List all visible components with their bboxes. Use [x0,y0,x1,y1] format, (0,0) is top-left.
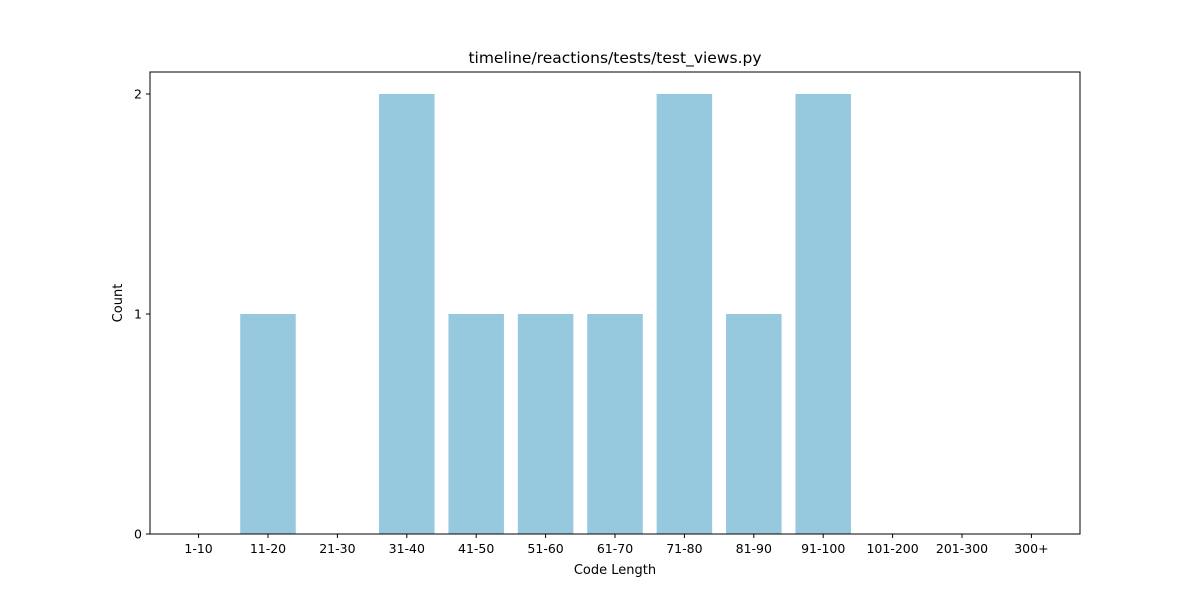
bar-91-100 [795,94,851,534]
x-tick-label: 41-50 [458,541,494,556]
x-tick-label: 300+ [1014,541,1048,556]
bar-11-20 [240,314,296,534]
x-tick-label: 91-100 [801,541,845,556]
x-axis-label: Code Length [574,563,656,578]
bar-81-90 [726,314,782,534]
y-axis-label: Count [111,284,126,323]
x-tick-label: 51-60 [527,541,563,556]
x-tick-label: 201-300 [936,541,988,556]
bar-51-60 [518,314,574,534]
bar-71-80 [657,94,713,534]
bar-41-50 [448,314,504,534]
bar-61-70 [587,314,643,534]
x-tick-label: 11-20 [250,541,286,556]
y-tick-label: 0 [134,527,142,542]
bar-31-40 [379,94,435,534]
x-tick-label: 81-90 [736,541,772,556]
y-tick-label: 2 [134,87,142,102]
chart-title: timeline/reactions/tests/test_views.py [468,49,761,68]
x-tick-label: 31-40 [389,541,425,556]
x-tick-label: 71-80 [666,541,702,556]
x-tick-label: 61-70 [597,541,633,556]
x-tick-label: 21-30 [319,541,355,556]
x-tick-label: 1-10 [184,541,212,556]
x-tick-label: 101-200 [866,541,918,556]
y-tick-label: 1 [134,307,142,322]
